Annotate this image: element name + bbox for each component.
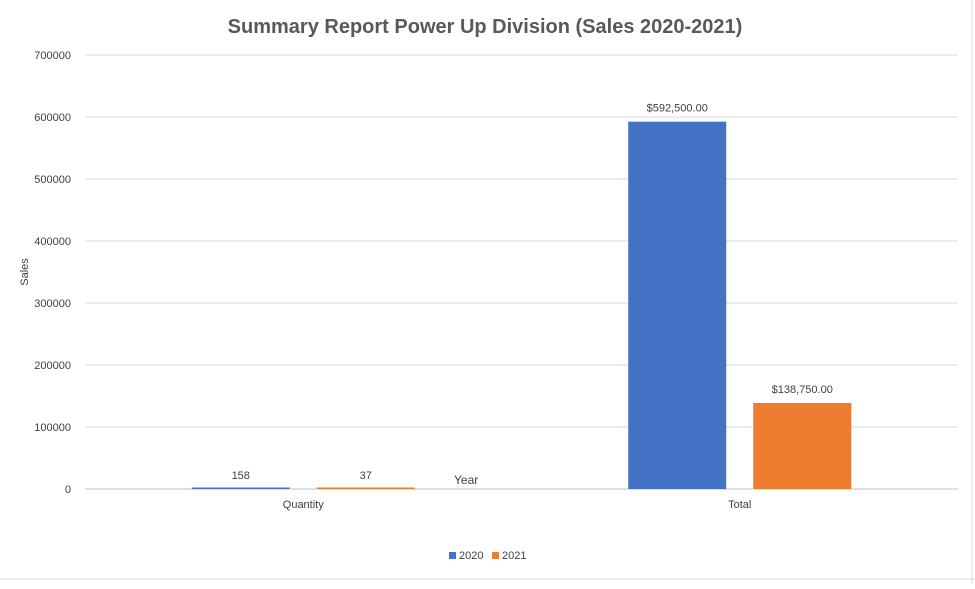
legend: 2020 2021	[449, 550, 526, 562]
legend-swatch	[449, 552, 456, 559]
chart-title: Summary Report Power Up Division (Sales …	[228, 16, 743, 38]
y-tick-label: 700000	[34, 50, 71, 62]
data-label: 37	[360, 470, 372, 482]
category-label: Quantity	[283, 499, 324, 511]
bar-total-2020	[628, 121, 727, 490]
y-tick-label: 500000	[34, 174, 71, 186]
bar-quantity-2021	[316, 487, 415, 489]
bars	[191, 121, 852, 490]
legend-swatch	[492, 552, 499, 559]
x-axis-categories: Quantity Total	[283, 499, 752, 511]
y-tick-label: 600000	[34, 112, 71, 124]
legend-label: 2021	[502, 550, 526, 562]
y-tick-label: 400000	[34, 236, 71, 248]
category-label: Total	[728, 499, 751, 511]
y-axis-title: Sales	[19, 258, 31, 286]
y-tick-label: 200000	[34, 360, 71, 372]
bar-quantity-2020	[191, 487, 290, 489]
legend-label: 2020	[459, 550, 483, 562]
data-label: $138,750.00	[772, 384, 833, 396]
y-axis-ticks: 0 100000 200000 300000 400000 500000 600000 700…	[34, 50, 71, 496]
y-tick-label: 300000	[34, 298, 71, 310]
data-label: 158	[232, 470, 250, 482]
bar-total-2021	[753, 402, 852, 489]
y-tick-label: 0	[65, 484, 71, 496]
data-label: $592,500.00	[647, 103, 708, 115]
data-labels: 158 37 $592,500.00 $138,750.00	[232, 103, 833, 482]
year-annotation: Year	[454, 473, 478, 487]
y-tick-label: 100000	[34, 422, 71, 434]
